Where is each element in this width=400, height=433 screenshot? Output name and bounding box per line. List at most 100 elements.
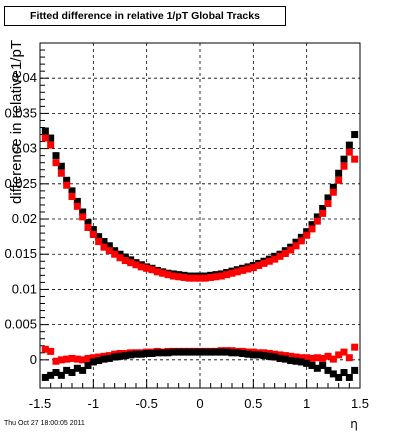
data-point: [100, 238, 108, 246]
data-point: [228, 349, 236, 357]
data-point: [319, 204, 327, 212]
data-point: [292, 238, 300, 246]
data-point: [121, 352, 129, 360]
data-point: [68, 192, 76, 200]
data-point: [329, 188, 337, 196]
x-tick-label: -1.5: [29, 396, 51, 411]
data-point: [303, 359, 311, 367]
data-point: [287, 352, 295, 360]
data-point: [217, 272, 225, 280]
data-point: [127, 259, 135, 267]
data-point: [52, 159, 60, 167]
data-point: [335, 373, 343, 381]
data-point: [180, 348, 188, 356]
data-point: [175, 348, 183, 356]
data-point: [84, 223, 92, 231]
y-tick-label: 0.02: [12, 211, 37, 226]
data-point: [95, 353, 103, 361]
data-point: [52, 152, 60, 160]
data-point: [351, 366, 359, 374]
y-tick-label: 0.015: [4, 246, 37, 261]
y-tick-label: 0.005: [4, 317, 37, 332]
data-point: [319, 209, 327, 217]
data-point: [351, 131, 359, 139]
data-point: [313, 217, 321, 225]
data-point: [329, 355, 337, 363]
data-point: [95, 357, 103, 365]
data-point: [84, 354, 92, 362]
series-1: [41, 134, 359, 282]
data-point: [255, 261, 263, 269]
y-axis-label: difference in relative1/pT: [8, 40, 25, 204]
data-point: [153, 268, 161, 276]
data-point: [47, 141, 55, 149]
x-tick-label: 0: [196, 396, 203, 411]
data-point: [111, 250, 119, 258]
data-point: [95, 238, 103, 246]
data-point: [63, 366, 71, 374]
data-point: [281, 355, 289, 363]
data-point: [335, 176, 343, 184]
data-point: [303, 228, 311, 236]
data-point: [281, 250, 289, 258]
data-point: [308, 354, 316, 362]
data-point: [68, 354, 76, 362]
data-point: [63, 181, 71, 189]
data-point: [148, 266, 156, 274]
data-point: [95, 233, 103, 241]
data-point: [340, 348, 348, 356]
data-point: [79, 208, 87, 216]
data-point: [217, 348, 225, 356]
data-point: [308, 221, 316, 229]
data-point: [287, 357, 295, 365]
chart-title: Fitted difference in relative 1/pT Globa…: [30, 10, 260, 22]
data-point: [201, 274, 209, 282]
plot-area: [40, 43, 360, 388]
x-axis-label: η: [350, 417, 358, 431]
data-point: [105, 354, 113, 362]
data-point: [175, 273, 183, 281]
datestamp: Thu Oct 27 18:00:05 2011: [4, 420, 85, 427]
data-point: [351, 343, 359, 351]
data-point: [89, 354, 97, 362]
data-point: [260, 259, 268, 267]
data-point: [313, 213, 321, 221]
data-point: [271, 255, 279, 263]
data-point: [276, 252, 284, 260]
data-point: [79, 366, 87, 374]
data-point: [41, 345, 49, 353]
data-point: [63, 176, 71, 184]
data-point: [121, 257, 129, 265]
y-tick-label: 0.035: [4, 105, 37, 120]
data-point: [111, 353, 119, 361]
data-point: [73, 355, 81, 363]
data-point: [223, 348, 231, 356]
data-point: [351, 155, 359, 163]
data-point: [159, 269, 167, 277]
data-point: [169, 348, 177, 356]
data-point: [276, 351, 284, 359]
x-tick-label: 0.5: [244, 396, 262, 411]
data-point: [89, 358, 97, 366]
data-point: [63, 355, 71, 363]
data-point: [100, 355, 108, 363]
series-3: [41, 348, 359, 381]
data-point: [105, 242, 113, 250]
data-point: [244, 350, 252, 358]
data-point: [159, 349, 167, 357]
y-tick-label: 0.025: [4, 176, 37, 191]
data-point: [41, 127, 49, 135]
data-point: [84, 219, 92, 227]
data-point: [73, 364, 81, 372]
data-point: [191, 348, 199, 356]
data-point: [164, 271, 172, 279]
data-point: [153, 349, 161, 357]
data-point: [271, 353, 279, 361]
data-point: [57, 356, 65, 364]
data-point: [185, 348, 193, 356]
data-point: [132, 261, 140, 269]
data-point: [329, 183, 337, 191]
data-point: [121, 253, 129, 261]
data-point: [223, 271, 231, 279]
y-tick-label: 0.04: [12, 70, 37, 85]
